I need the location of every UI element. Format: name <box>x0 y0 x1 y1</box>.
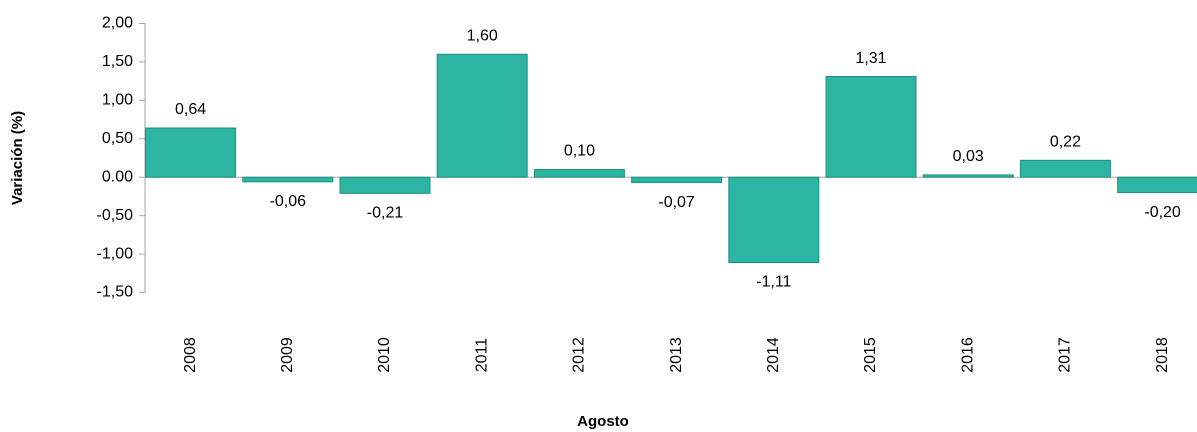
x-tick-label: 2010 <box>376 337 393 373</box>
x-tick-label: 2014 <box>765 337 782 373</box>
x-tick-label: 2018 <box>1154 337 1171 373</box>
x-tick-label: 2013 <box>668 337 685 373</box>
x-axis-title: Agosto <box>577 413 629 430</box>
y-tick-label: 1,50 <box>102 53 133 70</box>
plot <box>145 53 1197 264</box>
value-label: 1,31 <box>855 50 886 67</box>
value-label: 0,03 <box>953 148 984 165</box>
y-tick-label: -1,50 <box>97 284 134 301</box>
y-tick-label: 1,00 <box>102 92 133 109</box>
bar <box>533 169 625 178</box>
y-tick-label: 2,00 <box>102 15 133 32</box>
bar <box>1117 176 1197 194</box>
y-tick-label: -0,50 <box>97 207 134 224</box>
x-tick-label: 2009 <box>279 337 296 373</box>
value-label: -0,21 <box>367 205 404 222</box>
y-axis-title: Variación (%) <box>9 111 26 205</box>
bar <box>922 174 1014 178</box>
x-tick-label: 2012 <box>571 337 588 373</box>
x-tick-label: 2016 <box>959 337 976 373</box>
bar <box>145 127 237 178</box>
y-tick-label: -1,00 <box>97 245 134 262</box>
bar <box>631 176 723 184</box>
bar <box>728 176 820 264</box>
bar <box>339 176 431 194</box>
value-label: 1,60 <box>467 27 498 44</box>
y-tick-label: 0,50 <box>102 130 133 147</box>
y-tick-label: 0.00 <box>102 168 133 185</box>
value-label: 0,10 <box>564 143 595 160</box>
value-label: -0,07 <box>658 194 695 211</box>
bar <box>1019 159 1111 178</box>
x-tick-label: 2008 <box>182 337 199 373</box>
value-label: -1,11 <box>756 274 791 291</box>
x-tick-label: 2015 <box>862 337 879 373</box>
value-label: 0,22 <box>1050 134 1081 151</box>
bar <box>825 76 917 178</box>
value-label: 0,64 <box>175 101 206 118</box>
x-tick-label: 2017 <box>1057 337 1074 373</box>
bar <box>436 53 528 178</box>
value-label: -0,20 <box>1144 204 1181 221</box>
value-label: -0,06 <box>270 193 307 210</box>
bar <box>242 176 334 183</box>
x-tick-label: 2011 <box>473 338 490 373</box>
